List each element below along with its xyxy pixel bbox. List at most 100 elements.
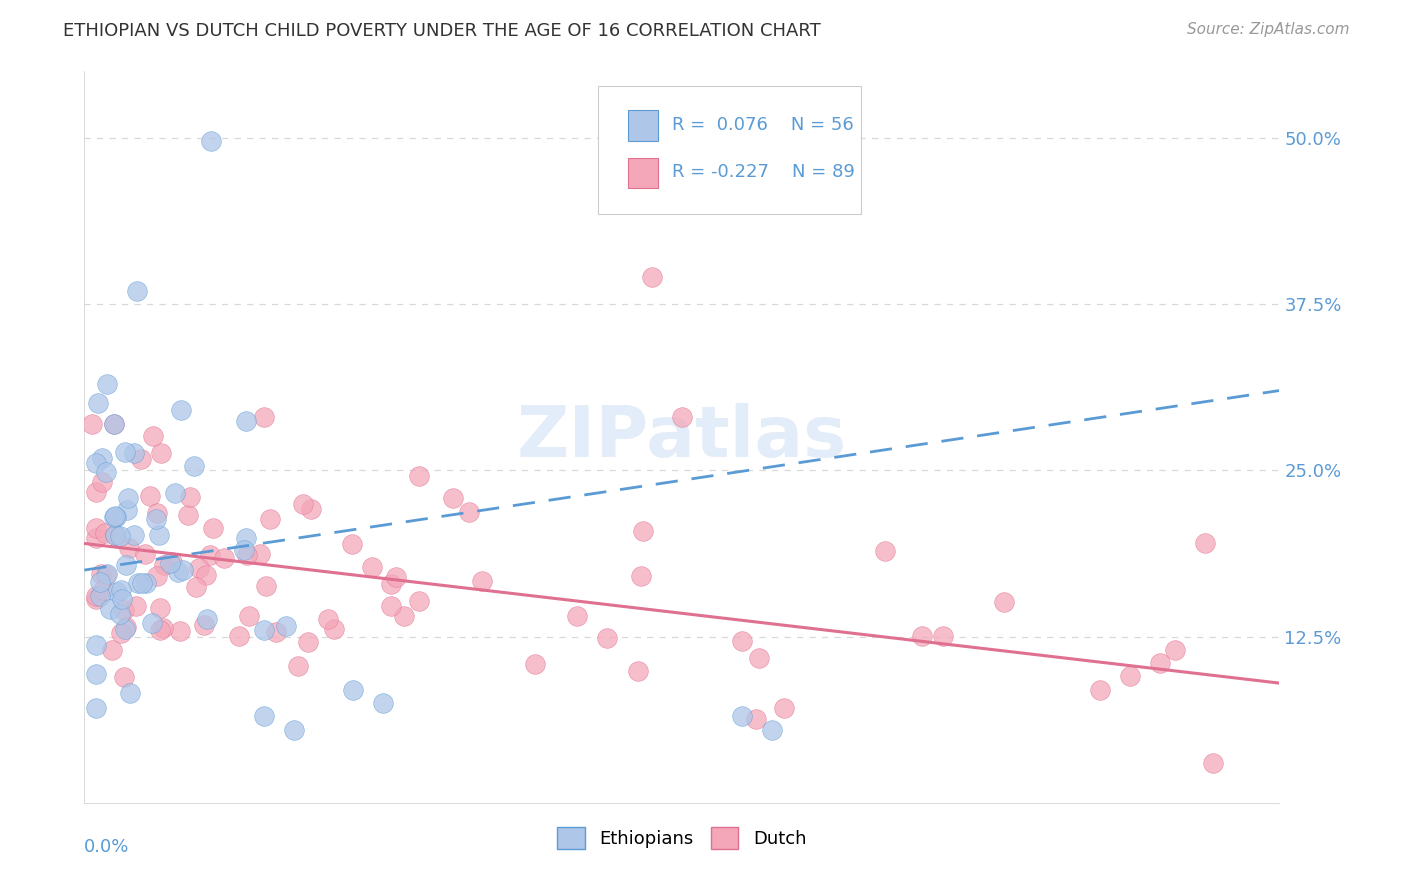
Point — [148, 527, 170, 541]
Point — [380, 599, 402, 614]
Point — [118, 686, 141, 700]
Point — [773, 701, 796, 715]
Point — [1119, 669, 1142, 683]
Point — [90, 567, 112, 582]
Text: R = -0.227    N = 89: R = -0.227 N = 89 — [672, 163, 855, 181]
Point — [170, 403, 193, 417]
Point — [253, 709, 276, 723]
Point — [131, 451, 153, 466]
Point — [630, 569, 652, 583]
Point — [114, 558, 136, 572]
Point — [110, 625, 132, 640]
Point — [408, 594, 430, 608]
FancyBboxPatch shape — [628, 158, 658, 188]
Point — [186, 580, 208, 594]
Point — [235, 548, 257, 562]
Point — [94, 465, 117, 479]
Point — [360, 559, 382, 574]
Point — [254, 579, 277, 593]
Point — [89, 574, 111, 589]
Point — [139, 489, 162, 503]
Point — [110, 582, 132, 597]
Point — [198, 548, 221, 562]
Point — [142, 429, 165, 443]
Point — [443, 491, 465, 506]
Point — [385, 570, 408, 584]
Point — [911, 629, 934, 643]
Text: ETHIOPIAN VS DUTCH CHILD POVERTY UNDER THE AGE OF 16 CORRELATION CHART: ETHIOPIAN VS DUTCH CHILD POVERTY UNDER T… — [63, 22, 821, 40]
Point — [104, 510, 127, 524]
Point — [253, 623, 276, 637]
Point — [152, 621, 174, 635]
Point — [731, 709, 754, 723]
Point — [125, 284, 148, 298]
Point — [149, 623, 172, 637]
Point — [287, 658, 309, 673]
Point — [103, 417, 125, 431]
Point — [297, 635, 319, 649]
Point — [596, 631, 619, 645]
Point — [565, 609, 588, 624]
Point — [235, 531, 257, 545]
Text: R =  0.076    N = 56: R = 0.076 N = 56 — [672, 116, 853, 134]
Point — [87, 396, 110, 410]
Point — [80, 417, 103, 431]
Point — [195, 612, 218, 626]
Point — [1149, 656, 1171, 670]
Point — [115, 620, 138, 634]
Point — [108, 607, 131, 621]
Point — [86, 456, 108, 470]
Point — [188, 560, 211, 574]
Point — [86, 485, 108, 500]
Point — [114, 445, 136, 459]
Point — [373, 696, 395, 710]
Point — [392, 609, 415, 624]
Point — [98, 602, 121, 616]
Point — [86, 591, 108, 606]
Point — [316, 612, 339, 626]
Point — [932, 629, 955, 643]
Point — [166, 565, 188, 579]
Point — [228, 629, 250, 643]
Point — [89, 589, 111, 603]
Point — [730, 634, 752, 648]
Point — [103, 509, 125, 524]
Point — [117, 491, 139, 505]
Point — [408, 469, 430, 483]
Point — [125, 599, 148, 614]
Legend: Ethiopians, Dutch: Ethiopians, Dutch — [550, 820, 814, 856]
Point — [86, 700, 108, 714]
Point — [172, 562, 194, 576]
Point — [122, 445, 145, 459]
Point — [96, 376, 118, 391]
Point — [112, 602, 135, 616]
Point — [134, 547, 156, 561]
Point — [1194, 536, 1216, 550]
Point — [253, 410, 276, 425]
Point — [761, 723, 783, 737]
Point — [146, 506, 169, 520]
Text: ZIPatlas: ZIPatlas — [517, 402, 846, 472]
Point — [93, 526, 115, 541]
Point — [112, 669, 135, 683]
Point — [146, 569, 169, 583]
Point — [299, 502, 322, 516]
Point — [380, 577, 402, 591]
Point — [159, 556, 181, 570]
Point — [131, 576, 153, 591]
Point — [165, 485, 187, 500]
Point — [745, 712, 768, 726]
Point — [183, 459, 205, 474]
Point — [993, 595, 1015, 609]
Point — [86, 638, 108, 652]
Point — [322, 622, 344, 636]
Point — [641, 270, 664, 285]
Point — [179, 490, 201, 504]
Point — [153, 558, 176, 573]
Point — [114, 622, 136, 636]
Point — [86, 666, 108, 681]
Point — [1201, 756, 1223, 770]
Point — [169, 624, 191, 638]
Point — [101, 643, 124, 657]
Point — [91, 583, 114, 598]
